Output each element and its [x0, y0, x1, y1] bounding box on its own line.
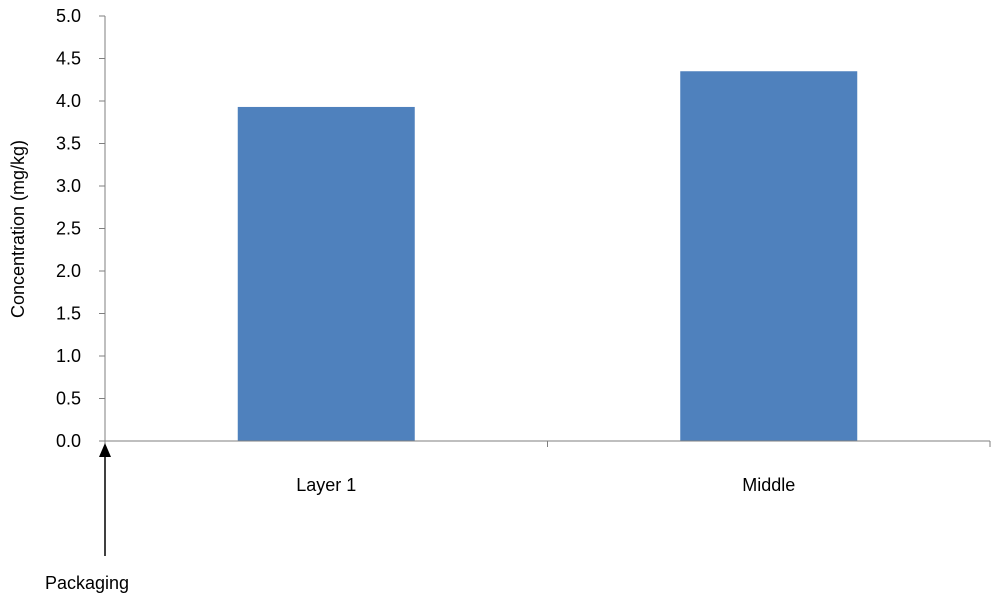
- y-tick-label: 4.0: [56, 91, 81, 111]
- bar-middle: [680, 71, 858, 441]
- x-axis-ticks: Layer 1 Middle: [104, 441, 991, 495]
- y-tick-label: 1.0: [56, 346, 81, 366]
- packaging-annotation: Packaging: [45, 443, 129, 593]
- bars: [237, 71, 858, 441]
- y-tick-label: 0.5: [56, 389, 81, 409]
- y-axis-title: Concentration (mg/kg): [8, 140, 28, 318]
- y-tick-label: 5.0: [56, 6, 81, 26]
- y-tick-label: 3.5: [56, 134, 81, 154]
- packaging-label: Packaging: [45, 573, 129, 593]
- y-tick-label: 1.5: [56, 304, 81, 324]
- x-tick-label: Layer 1: [296, 475, 356, 495]
- packaging-arrow-head: [99, 443, 111, 457]
- y-tick-label: 4.5: [56, 49, 81, 69]
- y-tick-label: 0.0: [56, 431, 81, 451]
- y-tick-label: 3.0: [56, 176, 81, 196]
- x-tick-label: Middle: [742, 475, 795, 495]
- y-axis-ticks: 0.0 0.5 1.0 1.5 2.0 2.5 3.0 3.5 4.0 4.5 5.0: [56, 6, 105, 451]
- y-tick-label: 2.5: [56, 219, 81, 239]
- bar-layer-1: [237, 106, 415, 441]
- y-tick-label: 2.0: [56, 261, 81, 281]
